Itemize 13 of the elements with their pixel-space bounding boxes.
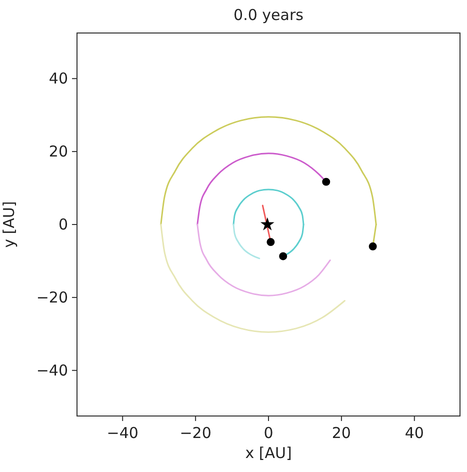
x-tick-label: −40 xyxy=(106,424,138,442)
x-tick-label: 40 xyxy=(404,424,424,442)
y-tick-label: −40 xyxy=(36,361,68,380)
chart-title: 0.0 years xyxy=(234,6,304,24)
x-tick-label: 20 xyxy=(332,424,351,442)
y-tick-label: 20 xyxy=(48,142,68,161)
y-tick-label: 40 xyxy=(48,70,68,88)
x-axis-title: x [AU] xyxy=(245,444,292,462)
y-axis-title: y [AU] xyxy=(0,201,18,248)
y-tick-label: 0 xyxy=(58,216,68,234)
x-tick-label: 0 xyxy=(264,424,274,442)
x-tick-label: −20 xyxy=(180,424,212,442)
y-tick-label: −20 xyxy=(36,288,68,306)
